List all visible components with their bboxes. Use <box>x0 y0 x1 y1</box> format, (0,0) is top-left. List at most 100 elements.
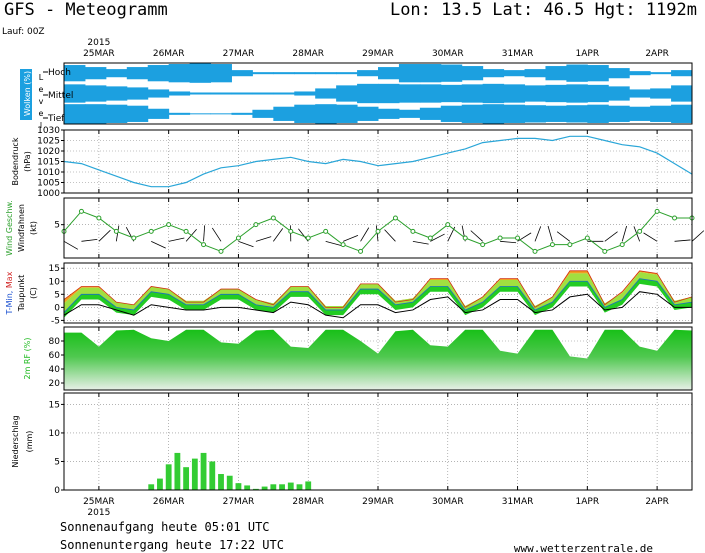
cloud-cell <box>482 69 505 78</box>
precip-unit-label: (mm) <box>25 431 34 453</box>
cloud-cell <box>440 64 463 82</box>
y-tick-label: 0 <box>54 303 60 313</box>
wind-panel: 5 Wind Geschw. Windfahnen (kt) <box>5 197 705 259</box>
cloud-cell <box>629 71 651 76</box>
precip-bar <box>279 484 285 490</box>
cloud-cell <box>357 70 379 77</box>
wind-barb <box>430 233 445 242</box>
cloud-cell <box>587 84 609 103</box>
wind-point <box>515 235 521 241</box>
bottom-day-label: 30MAR <box>432 497 464 507</box>
cloud-cell <box>84 104 107 124</box>
wind-point <box>201 242 207 248</box>
wind-point <box>497 235 503 241</box>
cloud-cell <box>650 105 672 122</box>
y-tick-label: 40 <box>49 365 61 375</box>
top-day-label: 31MAR <box>502 49 534 59</box>
sunrise-text: Sonnenaufgang heute 05:01 UTC <box>60 520 270 534</box>
bottom-day-label: 25MAR <box>83 497 115 507</box>
cloud-cell <box>587 65 609 82</box>
y-tick-label: 60 <box>49 351 61 361</box>
y-tick-label: 1000 <box>37 189 60 199</box>
top-day-label: 30MAR <box>432 49 464 59</box>
cloud-cell <box>294 104 316 123</box>
cloud-cell <box>650 72 672 75</box>
cloud-cell <box>608 86 630 101</box>
site-link[interactable]: www.wetterzentrale.de <box>514 542 653 553</box>
wind-point <box>253 222 259 228</box>
pressure-line <box>63 135 693 188</box>
top-day-label: 29MAR <box>362 49 394 59</box>
y-tick-label: 5 <box>54 221 60 231</box>
wind-barb <box>342 234 359 242</box>
cloud-cell <box>461 104 484 123</box>
cloud-cell <box>273 92 295 95</box>
cloud-cell <box>210 92 232 95</box>
cloud-cell <box>671 70 693 77</box>
wind-point <box>288 228 294 234</box>
cloud-cell <box>315 104 337 124</box>
cloud-cell <box>336 72 358 75</box>
cloud-level-label: Tief <box>47 114 65 124</box>
precip-bar <box>226 475 233 490</box>
wind-barb <box>643 232 658 242</box>
cloud-cell <box>252 109 274 118</box>
cloud-cell <box>629 89 651 98</box>
temp-unit-label: (C) <box>29 287 38 299</box>
wind-barb <box>384 229 396 242</box>
wind-point <box>375 228 381 234</box>
wind-point <box>619 242 625 248</box>
temp-axis-label: T-Min, Max <box>5 271 14 315</box>
precip-bar <box>287 482 294 490</box>
cloud-cell <box>482 104 505 124</box>
pressure-axis-label: Bodendruck <box>11 137 20 185</box>
top-day-label: 26MAR <box>153 49 185 59</box>
cloud-cell <box>105 69 128 78</box>
cloud-cell <box>231 92 253 95</box>
cloud-cell <box>189 63 212 83</box>
cloud-cell <box>503 70 526 77</box>
wind-barb <box>255 236 272 242</box>
cloud-cell <box>650 88 672 99</box>
cloud-cell <box>315 72 337 75</box>
cloud-axis-label: Wolken (%) <box>23 71 32 116</box>
cloud-cell <box>419 107 442 120</box>
cloud-cell <box>671 104 693 123</box>
panel-border <box>63 129 693 194</box>
wind-barb <box>98 229 111 242</box>
y-tick-label: -5 <box>51 316 60 326</box>
wind-point <box>549 242 555 248</box>
sunset-text: Sonnenuntergang heute 17:22 UTC <box>60 538 284 552</box>
location-info: Lon: 13.5 Lat: 46.5 Hgt: 1192m <box>390 0 697 20</box>
cloud-cell <box>398 109 421 118</box>
cloud-cell <box>482 83 505 104</box>
wind-barb <box>604 231 618 242</box>
cloud-cell <box>189 113 212 115</box>
cloud-cell <box>545 105 567 122</box>
cloud-cell <box>126 67 149 80</box>
cloud-cell <box>231 70 253 77</box>
wind-point <box>305 235 311 241</box>
cloud-cell <box>84 67 107 80</box>
cloud-level-label: Mittel <box>48 91 73 101</box>
temperature-panel: -5 0 5 10 15 T-Min, Max Taupunkt (C) <box>5 262 693 326</box>
precip-bar <box>296 484 303 490</box>
tmax-legend: Max <box>5 271 14 288</box>
cloud-cell <box>168 91 191 96</box>
wind-point <box>340 242 346 248</box>
y-tick-label: 5 <box>54 290 60 300</box>
cloud-cell <box>545 66 567 81</box>
cloud-cell <box>273 106 295 121</box>
cloud-cell <box>378 83 400 104</box>
precip-bar <box>148 484 155 490</box>
y-tick-label: 1010 <box>37 168 60 178</box>
wind-point <box>148 228 154 234</box>
wind-point <box>78 208 84 214</box>
bottom-day-label: 29MAR <box>362 497 394 507</box>
cloud-cell <box>64 84 86 103</box>
wind-barb <box>168 237 185 242</box>
bottom-day-label: 28MAR <box>292 497 324 507</box>
wind-point <box>392 215 398 221</box>
